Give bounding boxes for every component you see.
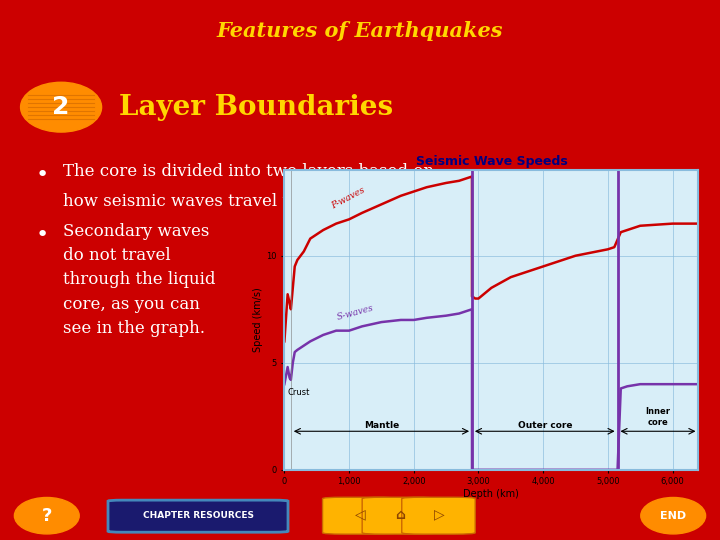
Text: Layer Boundaries: Layer Boundaries (119, 93, 393, 120)
Text: ◁: ◁ (355, 508, 365, 522)
Text: Inner
core: Inner core (645, 408, 670, 427)
Text: Outer core: Outer core (518, 421, 572, 430)
Text: ▷: ▷ (434, 508, 444, 522)
Text: Features of Earthquakes: Features of Earthquakes (217, 21, 503, 41)
Text: P-waves: P-waves (330, 185, 366, 211)
Ellipse shape (641, 497, 706, 534)
Text: how seismic waves travel through it.: how seismic waves travel through it. (63, 193, 372, 210)
Ellipse shape (14, 497, 79, 534)
Text: •: • (35, 225, 48, 245)
Text: ?: ? (42, 507, 52, 525)
Text: ⌂: ⌂ (395, 508, 405, 522)
Y-axis label: Speed (km/s): Speed (km/s) (253, 288, 264, 352)
FancyBboxPatch shape (323, 497, 396, 534)
FancyBboxPatch shape (108, 500, 288, 532)
Text: Crust: Crust (287, 388, 310, 397)
Text: Mantle: Mantle (364, 421, 399, 430)
FancyBboxPatch shape (402, 497, 475, 534)
Text: END: END (660, 511, 686, 521)
Text: •: • (35, 165, 48, 185)
Circle shape (14, 78, 109, 137)
FancyBboxPatch shape (362, 497, 436, 534)
Text: S-waves: S-waves (336, 303, 375, 322)
X-axis label: Depth (km): Depth (km) (464, 489, 519, 499)
Title: Seismic Wave Speeds: Seismic Wave Speeds (415, 154, 567, 167)
Text: 2: 2 (53, 95, 70, 119)
Text: CHAPTER RESOURCES: CHAPTER RESOURCES (143, 511, 253, 520)
Text: Secondary waves
do not travel
through the liquid
core, as you can
see in the gra: Secondary waves do not travel through th… (63, 223, 216, 336)
Text: The core is divided into two layers based on: The core is divided into two layers base… (63, 163, 434, 180)
Circle shape (21, 82, 102, 132)
